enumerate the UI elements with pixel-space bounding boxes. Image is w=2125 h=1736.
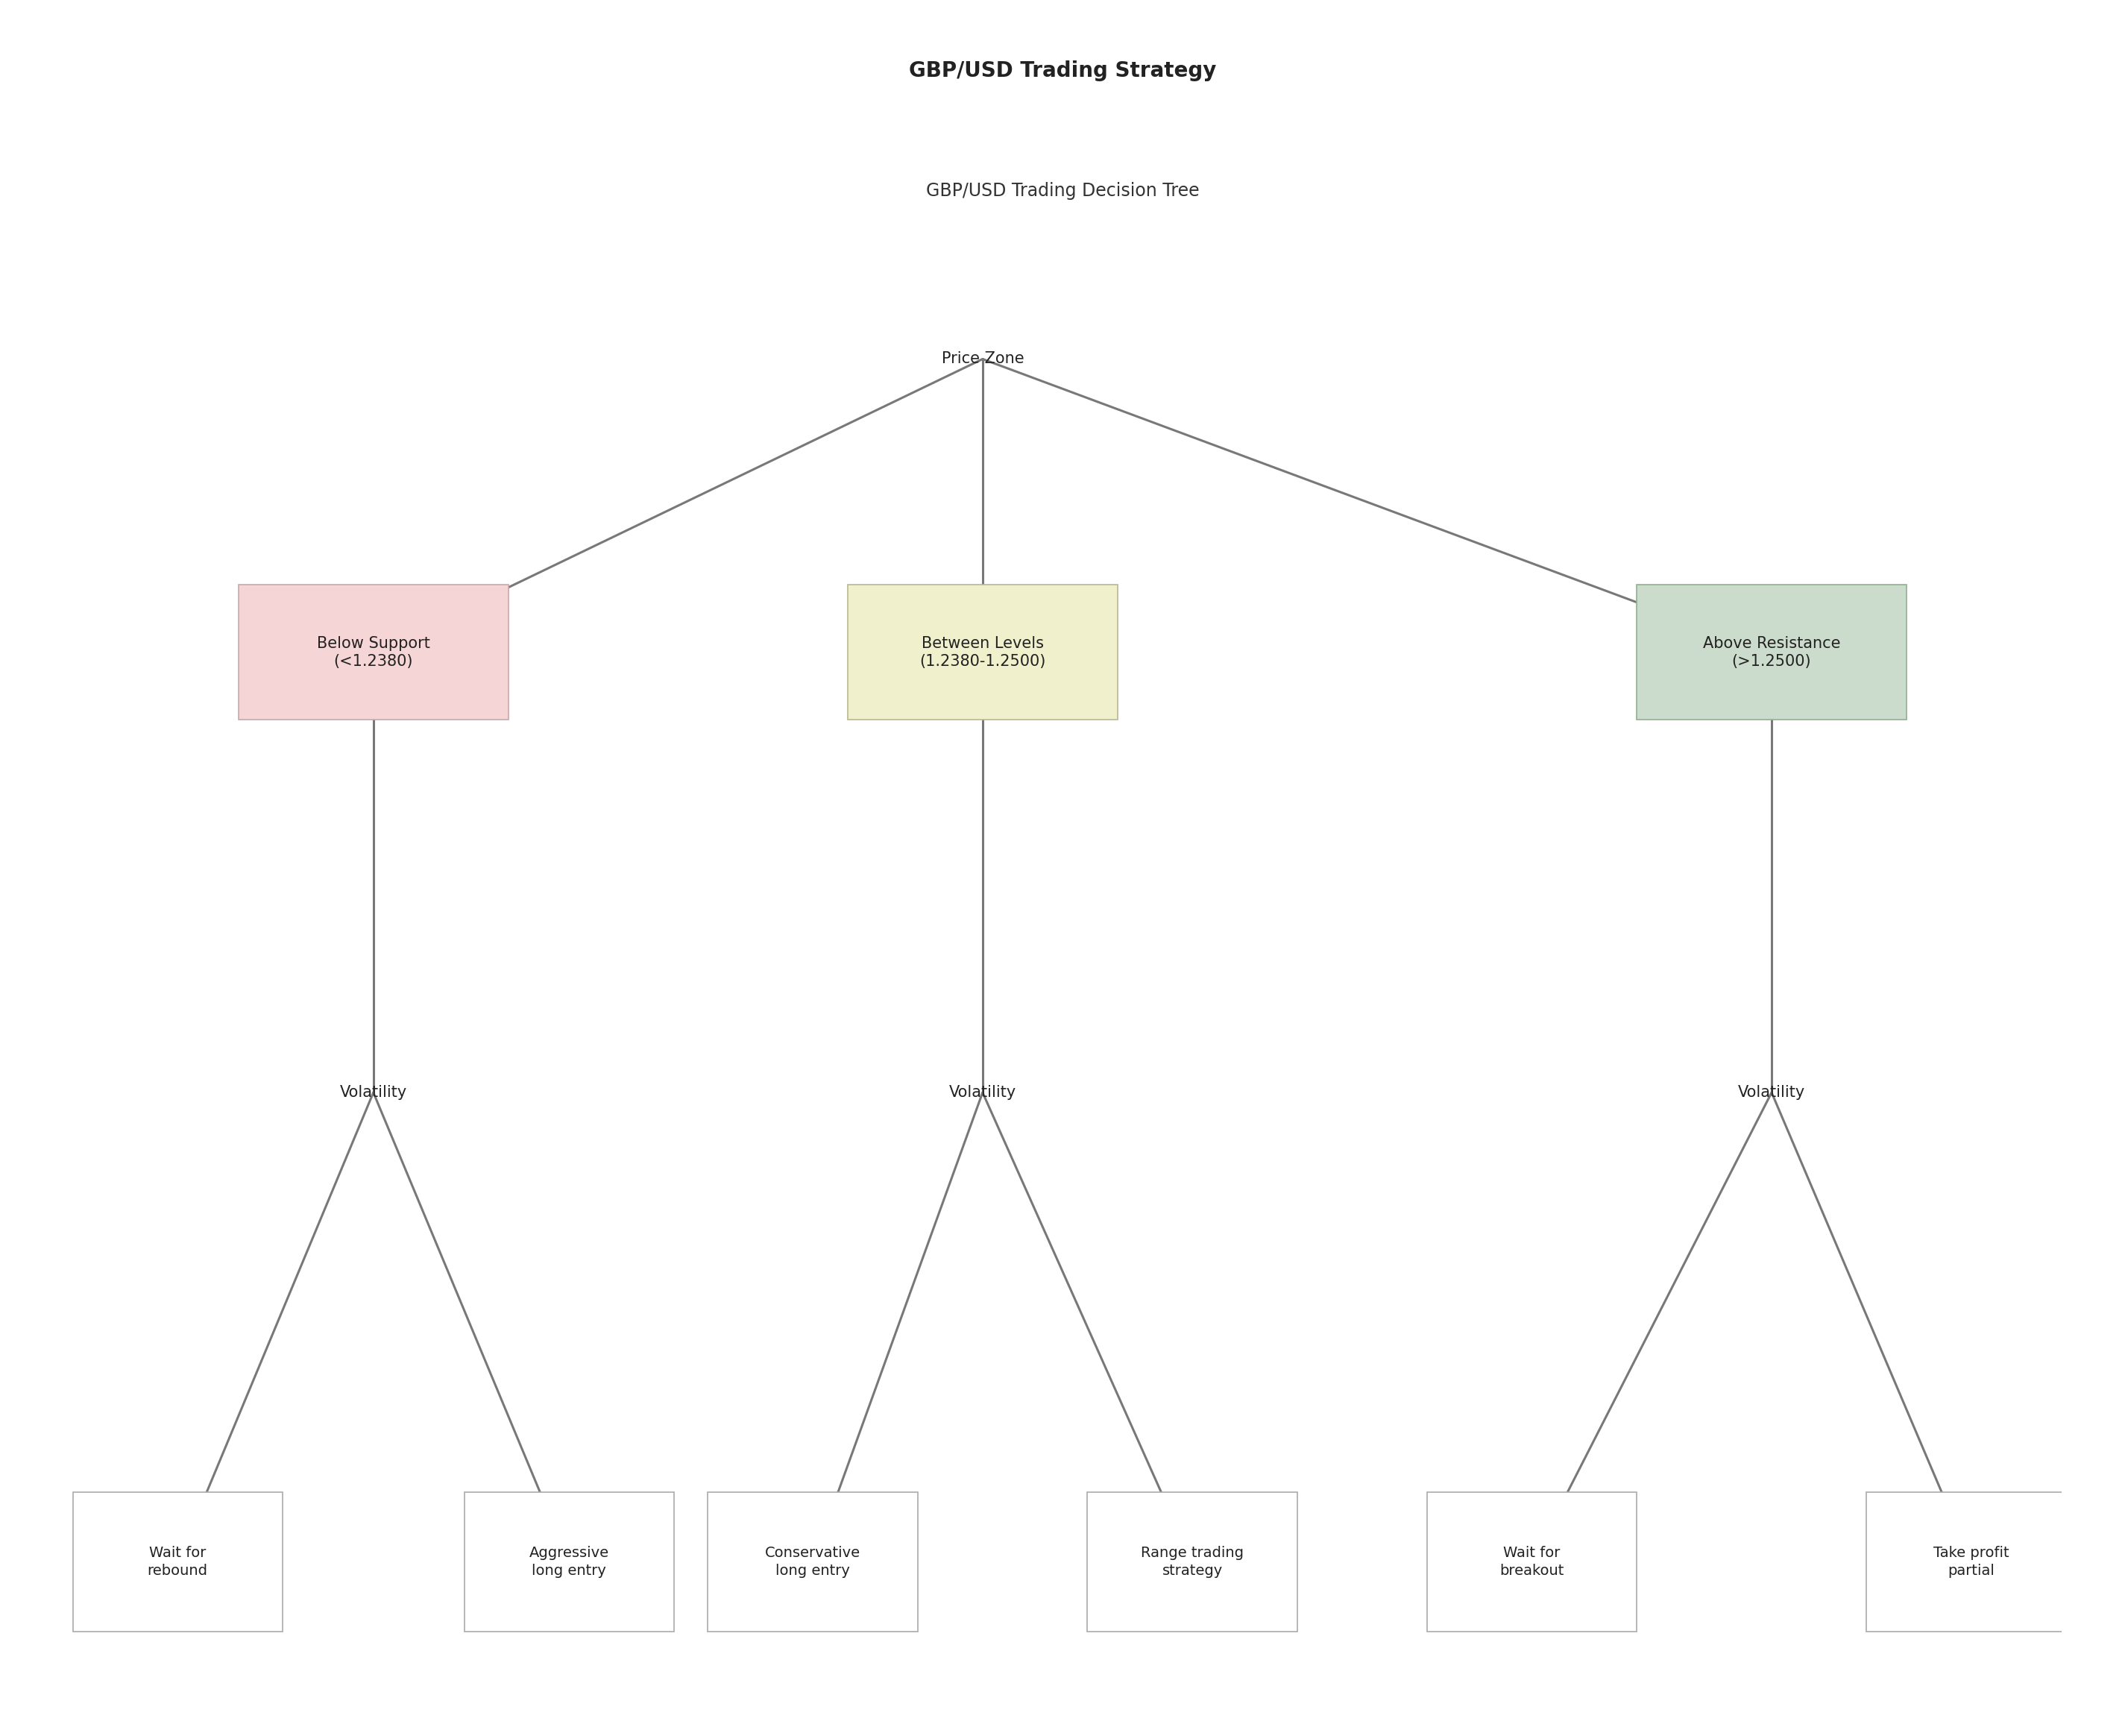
- FancyBboxPatch shape: [1088, 1493, 1296, 1632]
- Text: Wait for
breakout: Wait for breakout: [1500, 1547, 1564, 1578]
- FancyBboxPatch shape: [1866, 1493, 2076, 1632]
- Text: Volatility: Volatility: [340, 1085, 408, 1101]
- Text: Price Zone: Price Zone: [941, 352, 1024, 366]
- FancyBboxPatch shape: [72, 1493, 283, 1632]
- Text: Wait for
rebound: Wait for rebound: [147, 1547, 208, 1578]
- FancyBboxPatch shape: [1428, 1493, 1636, 1632]
- FancyBboxPatch shape: [708, 1493, 918, 1632]
- FancyBboxPatch shape: [238, 585, 508, 720]
- FancyBboxPatch shape: [848, 585, 1118, 720]
- FancyBboxPatch shape: [1636, 585, 1906, 720]
- Text: Range trading
strategy: Range trading strategy: [1141, 1547, 1243, 1578]
- Text: Volatility: Volatility: [1738, 1085, 1806, 1101]
- Text: Aggressive
long entry: Aggressive long entry: [529, 1547, 610, 1578]
- FancyBboxPatch shape: [463, 1493, 674, 1632]
- Text: Conservative
long entry: Conservative long entry: [765, 1547, 861, 1578]
- Text: Above Resistance
(>1.2500): Above Resistance (>1.2500): [1702, 635, 1840, 668]
- Text: GBP/USD Trading Strategy: GBP/USD Trading Strategy: [910, 61, 1215, 82]
- Text: Take profit
partial: Take profit partial: [1934, 1547, 2010, 1578]
- Text: Volatility: Volatility: [950, 1085, 1016, 1101]
- Text: Between Levels
(1.2380-1.2500): Between Levels (1.2380-1.2500): [920, 635, 1045, 668]
- Text: Below Support
(<1.2380): Below Support (<1.2380): [317, 635, 429, 668]
- Text: GBP/USD Trading Decision Tree: GBP/USD Trading Decision Tree: [926, 182, 1198, 200]
